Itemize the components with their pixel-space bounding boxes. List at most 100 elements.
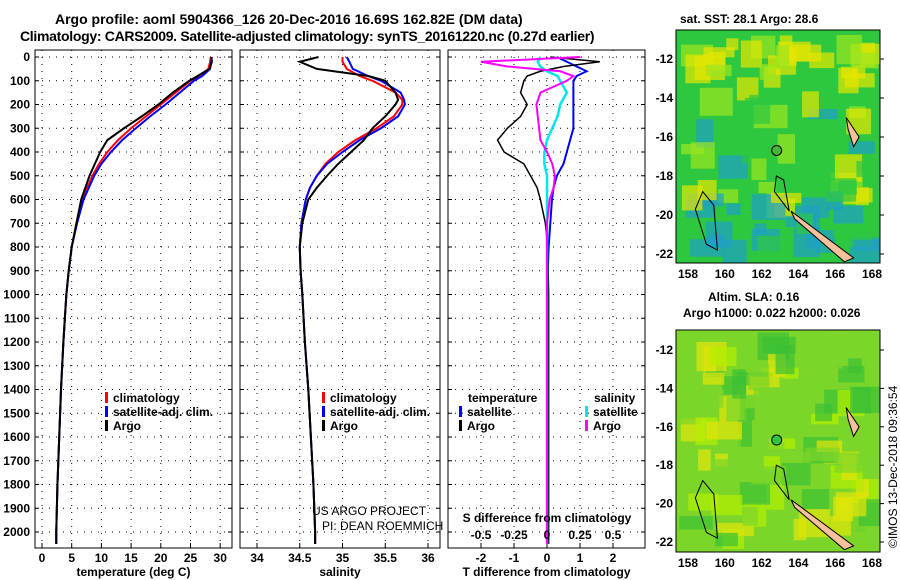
credit: ©IMOS 13-Dec-2018 09:36:54 xyxy=(886,385,900,548)
x-tick-label: 1 xyxy=(577,551,584,565)
map-cell xyxy=(808,108,838,120)
map-cell xyxy=(742,506,758,526)
map-cell xyxy=(734,212,756,230)
s-tick-label: 0.5 xyxy=(605,528,622,542)
legend-swatch xyxy=(105,392,108,403)
vanuatu-island xyxy=(845,117,860,148)
salinity-line-1 xyxy=(298,56,406,544)
x-tick-label: 30 xyxy=(214,551,228,565)
map-cell xyxy=(689,239,725,257)
project-label: US ARGO PROJECT xyxy=(312,504,427,518)
x-tick-label: 2 xyxy=(610,551,617,565)
legend-label: Argo xyxy=(113,419,141,433)
legend-label: satellite-adj. clim. xyxy=(330,405,430,419)
legend-label: satellite-adj. clim. xyxy=(113,405,213,419)
map-cell xyxy=(690,142,715,169)
map-cell xyxy=(748,363,770,391)
y-tick-label: 900 xyxy=(10,264,30,278)
s-satellite-diff-line xyxy=(536,56,569,544)
salinity-panel-frame xyxy=(239,49,441,549)
lon-tick-label: 160 xyxy=(715,556,735,570)
map-cell xyxy=(703,47,735,58)
map-frame xyxy=(675,29,881,264)
x-tick-label: -2 xyxy=(476,551,487,565)
s-tick-label: 0 xyxy=(544,528,551,542)
legend-swatch xyxy=(459,406,462,417)
y-tick-label: 0 xyxy=(23,50,30,64)
map-cell xyxy=(848,358,862,374)
map-cell xyxy=(856,161,880,178)
title-line-1: Argo profile: aoml 5904366_126 20-Dec-20… xyxy=(55,11,523,27)
map-cell xyxy=(702,372,725,385)
map-cell xyxy=(804,122,829,146)
y-tick-label: 500 xyxy=(10,169,30,183)
lon-tick-label: 158 xyxy=(678,556,698,570)
map-cell xyxy=(726,396,745,424)
x-tick-label: 25 xyxy=(184,551,198,565)
sla-map-title-1: Altim. SLA: 0.16 xyxy=(708,290,800,304)
map-cell xyxy=(732,369,747,399)
x-tick-label: 5 xyxy=(68,551,75,565)
map-cell xyxy=(754,223,767,235)
map-cell xyxy=(830,330,845,350)
s-tick-label: -0.5 xyxy=(471,528,492,542)
sla-map-title-2: Argo h1000: 0.022 h2000: 0.026 xyxy=(683,306,861,320)
map-cell xyxy=(801,489,830,510)
t-argo-diff-line xyxy=(496,56,600,544)
map-cell xyxy=(751,466,787,485)
map-cell xyxy=(681,467,716,490)
y-tick-label: 800 xyxy=(10,240,30,254)
y-tick-label: 1400 xyxy=(3,383,30,397)
x-tick-label: 20 xyxy=(154,551,168,565)
map-cell xyxy=(699,87,733,116)
y-tick-label: 700 xyxy=(10,216,30,230)
map-cell xyxy=(770,192,802,203)
x-tick-label: 35.5 xyxy=(374,551,398,565)
y-tick-label: 1700 xyxy=(3,454,30,468)
lat-tick-label: -22 xyxy=(656,247,674,261)
lon-tick-label: 158 xyxy=(678,267,698,281)
x-tick-label: -1 xyxy=(509,551,520,565)
map-cell xyxy=(726,38,739,51)
x-tick-label: 0 xyxy=(544,551,551,565)
legend-label: Argo xyxy=(467,419,495,433)
map-cell xyxy=(777,134,796,164)
argo-float-marker xyxy=(771,434,783,446)
map-cell xyxy=(739,482,771,505)
map-cell xyxy=(805,447,840,462)
lat-tick-label: -14 xyxy=(656,91,674,105)
lon-tick-label: 168 xyxy=(862,556,882,570)
x-axis-label: T difference from climatology xyxy=(462,565,630,579)
argo-float-marker xyxy=(771,144,783,156)
map-cell xyxy=(841,66,857,79)
salinity-line-2 xyxy=(296,56,400,544)
map-cell xyxy=(758,181,777,194)
lat-tick-label: -20 xyxy=(656,497,674,511)
map-cell xyxy=(849,386,880,414)
legend-swatch xyxy=(105,406,108,417)
vanuatu-island xyxy=(845,407,860,438)
lat-tick-label: -14 xyxy=(656,381,674,395)
legend-swatch xyxy=(322,420,325,431)
x-tick-label: 10 xyxy=(95,551,109,565)
map-cell xyxy=(825,178,857,202)
map-cell xyxy=(856,454,880,471)
new-caledonia-island xyxy=(790,499,855,551)
map-cell xyxy=(696,119,714,148)
lon-tick-label: 166 xyxy=(825,267,845,281)
s-tick-label: -0.25 xyxy=(500,528,528,542)
y-tick-label: 1600 xyxy=(3,430,30,444)
legend-label: Argo xyxy=(593,419,621,433)
s-tick-label: 0.25 xyxy=(568,528,592,542)
map-cell xyxy=(676,402,702,425)
legend-label: climatology xyxy=(330,391,397,405)
legend-label: Argo xyxy=(330,419,358,433)
y-tick-label: 300 xyxy=(10,121,30,135)
lat-tick-label: -12 xyxy=(656,52,674,66)
lon-tick-label: 164 xyxy=(788,267,808,281)
map-cell xyxy=(736,77,759,101)
reef-contour xyxy=(773,464,790,501)
x-tick-label: 34.5 xyxy=(288,551,312,565)
